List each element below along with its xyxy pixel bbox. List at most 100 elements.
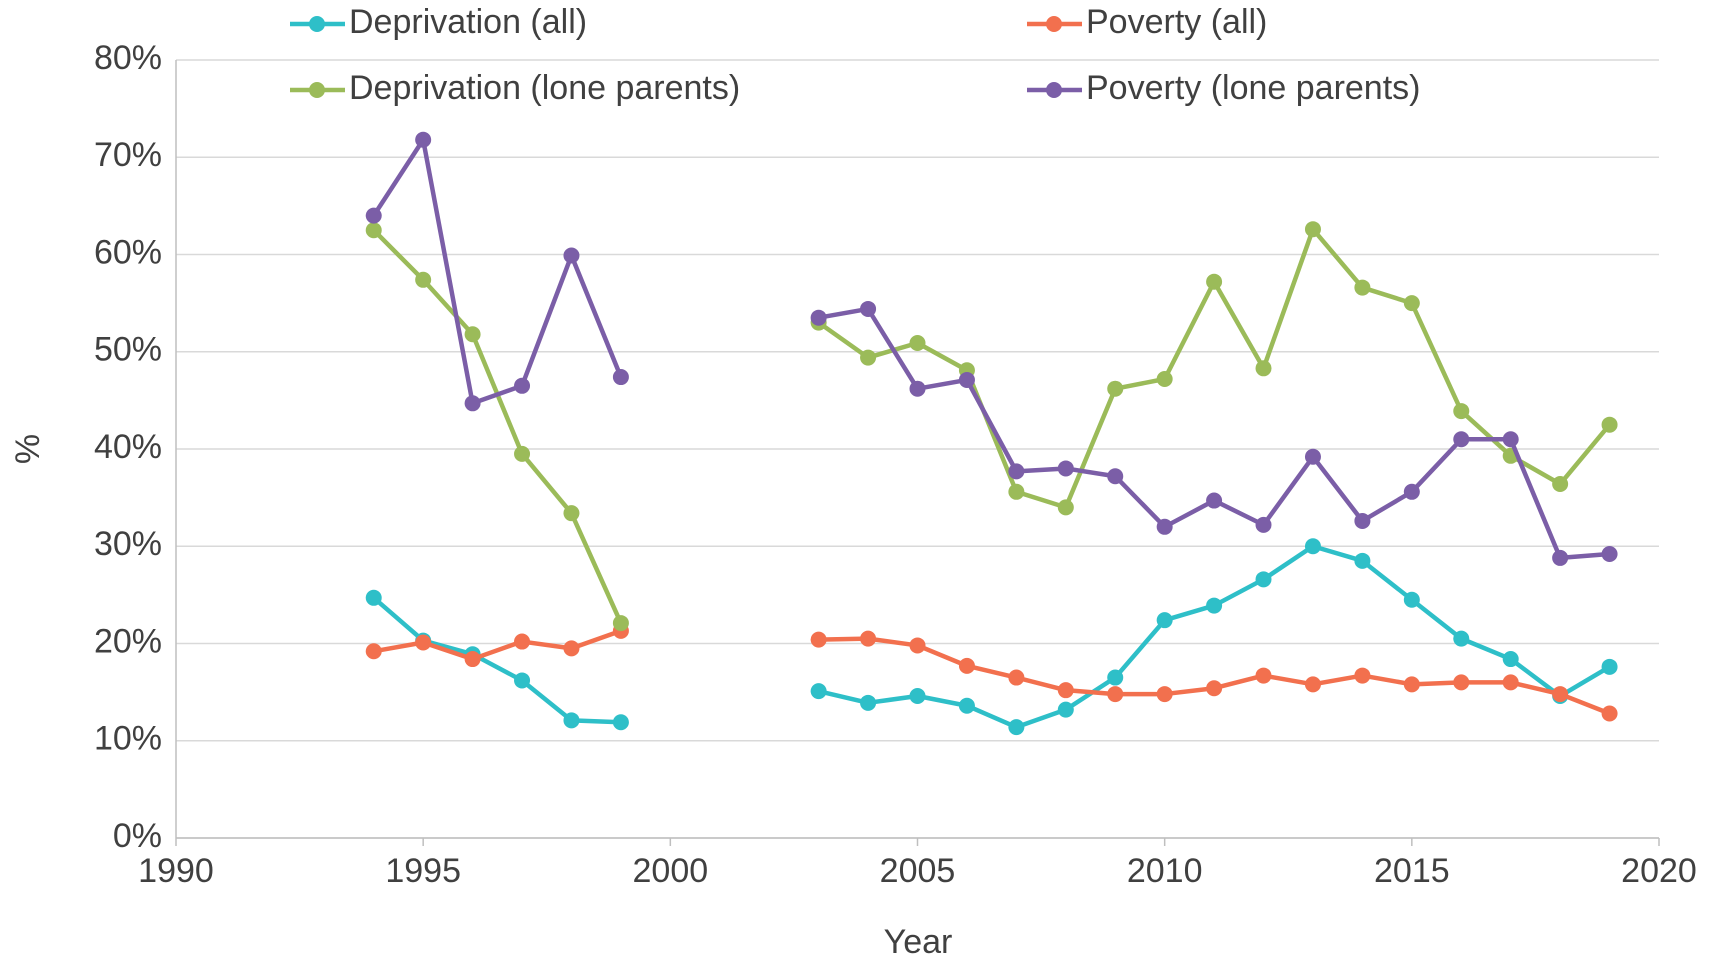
data-point	[1403, 591, 1420, 608]
data-point	[1601, 705, 1618, 722]
legend-label: Deprivation (lone parents)	[349, 69, 740, 107]
data-point	[1601, 546, 1618, 563]
data-point	[1453, 431, 1470, 448]
data-point	[1107, 686, 1124, 703]
legend-label: Deprivation (all)	[349, 3, 587, 41]
legend-marker	[1046, 16, 1062, 32]
y-axis-label: %	[9, 434, 47, 464]
data-point	[1552, 686, 1569, 703]
data-point	[958, 657, 975, 674]
x-tick-label: 2010	[1127, 852, 1203, 890]
data-point	[909, 637, 926, 654]
data-point	[1601, 416, 1618, 433]
data-point	[514, 633, 531, 650]
data-point	[1354, 667, 1371, 684]
data-point	[1304, 538, 1321, 555]
data-point	[464, 651, 481, 668]
data-point	[1354, 512, 1371, 529]
y-tick-label: 20%	[94, 622, 162, 660]
data-point	[1453, 630, 1470, 647]
y-tick-label: 50%	[94, 331, 162, 369]
data-point	[514, 377, 531, 394]
data-point	[1107, 669, 1124, 686]
data-point	[1304, 448, 1321, 465]
data-point	[860, 300, 877, 317]
data-point	[810, 631, 827, 648]
data-point	[1354, 279, 1371, 296]
y-tick-label: 80%	[94, 39, 162, 77]
data-point	[958, 371, 975, 388]
data-point	[1008, 483, 1025, 500]
data-point	[1057, 701, 1074, 718]
x-tick-label: 2015	[1374, 852, 1450, 890]
data-point	[1008, 463, 1025, 480]
legend-label: Poverty (all)	[1086, 3, 1267, 41]
x-tick-label: 1990	[138, 852, 214, 890]
data-point	[612, 714, 629, 731]
data-point	[612, 369, 629, 386]
data-point	[1304, 221, 1321, 238]
data-point	[1453, 403, 1470, 420]
x-tick-label: 2020	[1621, 852, 1697, 890]
data-point	[1403, 295, 1420, 312]
data-point	[1354, 552, 1371, 569]
data-point	[612, 615, 629, 632]
data-point	[563, 505, 580, 522]
data-point	[1057, 499, 1074, 516]
data-point	[415, 131, 432, 148]
data-point	[1156, 370, 1173, 387]
data-point	[1206, 597, 1223, 614]
data-point	[514, 445, 531, 462]
y-tick-label: 10%	[94, 720, 162, 758]
data-point	[810, 309, 827, 326]
data-point	[365, 207, 382, 224]
data-point	[1008, 719, 1025, 736]
y-tick-label: 0%	[113, 817, 162, 855]
data-point	[1255, 571, 1272, 588]
data-point	[1206, 273, 1223, 290]
data-point	[1255, 516, 1272, 533]
data-point	[563, 640, 580, 657]
data-point	[1156, 686, 1173, 703]
data-point	[1206, 680, 1223, 697]
data-point	[1453, 674, 1470, 691]
data-point	[415, 634, 432, 651]
data-point	[365, 643, 382, 660]
data-point	[1304, 676, 1321, 693]
data-point	[1552, 476, 1569, 493]
data-point	[1502, 674, 1519, 691]
data-point	[365, 589, 382, 606]
x-tick-label: 2005	[880, 852, 956, 890]
data-point	[1156, 518, 1173, 535]
data-point	[860, 630, 877, 647]
data-point	[1403, 676, 1420, 693]
legend-marker	[309, 82, 325, 98]
y-tick-label: 70%	[94, 136, 162, 174]
data-point	[1502, 431, 1519, 448]
data-point	[909, 334, 926, 351]
data-point	[1502, 651, 1519, 668]
legend-marker	[309, 16, 325, 32]
data-point	[1156, 612, 1173, 629]
x-tick-label: 2000	[633, 852, 709, 890]
data-point	[1107, 468, 1124, 485]
data-point	[958, 697, 975, 714]
y-tick-label: 40%	[94, 428, 162, 466]
data-point	[1255, 360, 1272, 377]
x-axis-label: Year	[884, 923, 953, 961]
data-point	[1255, 667, 1272, 684]
series-line	[372, 544, 1611, 730]
data-point	[415, 271, 432, 288]
data-point	[1057, 682, 1074, 699]
data-point	[514, 672, 531, 689]
data-point	[1552, 549, 1569, 566]
data-point	[563, 247, 580, 264]
data-point	[909, 688, 926, 705]
data-point	[1403, 483, 1420, 500]
data-point	[860, 694, 877, 711]
data-point	[860, 349, 877, 366]
data-point	[909, 380, 926, 397]
data-point	[1206, 492, 1223, 509]
